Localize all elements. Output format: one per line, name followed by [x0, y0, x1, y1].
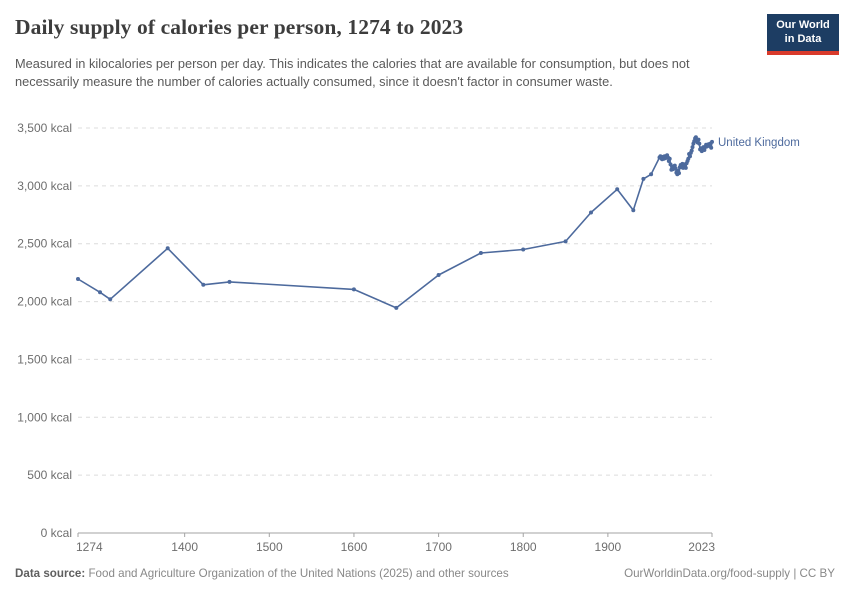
data-point[interactable] [227, 279, 232, 284]
chart-footer: Data source: Food and Agriculture Organi… [15, 567, 835, 580]
y-tick-label: 1,000 kcal [17, 410, 72, 424]
x-tick-label: 1274 [76, 540, 103, 554]
chart-subtitle: Measured in kilocalories per person per … [15, 56, 690, 90]
data-point[interactable] [394, 305, 399, 310]
data-point[interactable] [641, 176, 646, 181]
x-tick-label: 1500 [256, 540, 283, 554]
x-tick-label: 1800 [510, 540, 537, 554]
y-gridlines [78, 127, 712, 534]
owid-logo-line2: in Data [784, 32, 822, 45]
footer-link[interactable]: OurWorldinData.org/food-supply | CC BY [624, 567, 835, 580]
data-point[interactable] [615, 187, 620, 192]
data-point[interactable] [709, 145, 714, 150]
data-point[interactable] [689, 148, 694, 153]
data-source-label: Data source: [15, 567, 86, 580]
x-tick-label: 1600 [341, 540, 368, 554]
data-source: Data source: Food and Agriculture Organi… [15, 567, 509, 580]
data-point[interactable] [697, 141, 702, 146]
data-point[interactable] [690, 145, 695, 150]
data-source-text: Food and Agriculture Organization of the… [88, 567, 509, 580]
data-point[interactable] [683, 165, 688, 170]
x-tick-label: 1900 [595, 540, 622, 554]
y-tick-label: 3,500 kcal [17, 121, 72, 135]
owid-logo[interactable]: Our World in Data [767, 14, 839, 55]
data-point[interactable] [631, 208, 636, 213]
owid-logo-line1: Our World [776, 19, 830, 31]
data-point[interactable] [710, 139, 714, 144]
y-axis-labels: 0 kcal 500 kcal 1,000 kcal 1,500 kcal 2,000 … [17, 121, 72, 540]
data-line[interactable] [77, 136, 713, 309]
y-tick-label: 500 kcal [27, 468, 72, 482]
data-point[interactable] [98, 290, 102, 295]
data-point[interactable] [563, 239, 568, 244]
x-axis-labels: 1274 1400 1500 1600 1700 1800 1900 2023 [76, 540, 715, 554]
data-point[interactable] [589, 210, 593, 215]
data-point[interactable] [351, 287, 356, 292]
y-tick-label: 0 kcal [41, 526, 72, 540]
data-series[interactable]: United Kingdom [76, 135, 800, 310]
x-axis [77, 533, 713, 537]
data-point[interactable] [165, 246, 170, 251]
page-title: Daily supply of calories per person, 127… [15, 15, 464, 39]
data-point[interactable] [76, 277, 80, 281]
data-point[interactable] [696, 137, 701, 142]
data-point[interactable] [649, 172, 654, 177]
data-point[interactable] [201, 282, 206, 287]
x-tick-label: 1700 [425, 540, 452, 554]
x-tick-label: 1400 [171, 540, 198, 554]
x-tick-label: 2023 [688, 540, 715, 554]
data-point[interactable] [688, 154, 692, 159]
data-point[interactable] [108, 297, 113, 302]
data-point[interactable] [521, 247, 526, 252]
data-point[interactable] [667, 156, 672, 161]
y-tick-label: 1,500 kcal [17, 352, 72, 366]
data-point[interactable] [436, 273, 441, 277]
y-tick-label: 3,000 kcal [17, 179, 72, 193]
data-point[interactable] [677, 171, 681, 176]
y-tick-label: 2,000 kcal [17, 295, 72, 309]
data-point[interactable] [478, 251, 483, 255]
y-tick-label: 2,500 kcal [17, 237, 72, 251]
series-entity-label[interactable]: United Kingdom [718, 137, 800, 149]
